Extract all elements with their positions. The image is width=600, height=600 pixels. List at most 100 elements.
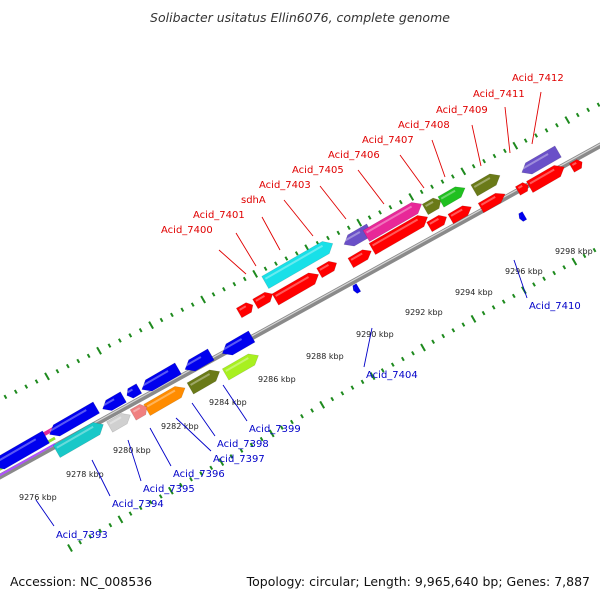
gene-reverse [184,348,215,372]
tick-mark-outer [65,363,70,369]
gene-label-leader [399,154,425,189]
gene-reverse [126,383,143,399]
gene-forward-acid7400-gloss [239,305,247,311]
gene-forward-gloss [571,161,577,166]
gene-label-leader [531,91,542,145]
accession-text: Accession: NC_008536 [10,574,153,589]
gene-label-bottom: Acid_7399 [249,424,301,435]
tick-mark-outer [263,266,268,271]
tick-mark-outer [96,346,102,355]
tick-mark-inner [229,454,234,459]
gene-label-leader [261,216,281,251]
tick-mark-inner [239,448,244,453]
gene-reverse [102,391,127,411]
gene-acid7412-violet [521,145,562,175]
kbp-label: 9288 kbp [306,352,344,361]
tick-mark-inner [461,322,466,327]
gene-label-leader [363,327,373,368]
tick-mark-outer [356,218,363,227]
tick-mark-outer [326,235,330,241]
gene-label-top: Acid_7401 [193,210,245,221]
gene-acid7406-magenta-gloss [366,205,413,234]
tick-mark-outer [3,394,8,400]
kbp-label: 9276 kbp [19,493,57,502]
tick-mark-outer [118,338,122,343]
gene-forward-acid7405-gloss [350,252,363,261]
tick-mark-inner [582,253,587,259]
tick-mark-outer [232,281,237,287]
gene-acid7410-olive-gloss [473,177,491,188]
gene-forward-acid7401 [252,291,274,310]
gene-forward-acid7407-gloss [429,217,439,225]
tick-mark-outer [274,261,278,266]
tick-mark-outer [180,307,185,312]
gene-reverse [49,401,101,437]
tick-mark-inner [189,477,193,482]
tick-mark-inner [279,425,284,430]
gene-label-leader [149,427,172,467]
tick-mark-inner [470,314,477,323]
gene-forward-acid7409 [477,192,506,214]
gene-reverse-acid7410 [518,211,528,222]
gene-acid7397-orange [143,386,186,417]
tick-mark-outer [294,251,299,256]
gene-label-leader [191,402,216,437]
tick-mark-outer [523,138,528,143]
tick-mark-outer [471,163,476,169]
tick-mark-outer [170,312,174,318]
tick-mark-inner [88,534,93,539]
tick-mark-inner [138,505,143,511]
gene-reverse-gloss [49,409,87,432]
tick-mark-outer [242,276,247,282]
gene-acid7412-violet-gloss [521,153,549,170]
gene-forward-acid7401-gloss [255,294,265,302]
gene-acid7397-orange-gloss [146,389,176,408]
gene-reverse-gloss [0,438,37,462]
tick-mark-outer [564,116,571,125]
gene-reverse-gloss [222,338,243,351]
gene-label-leader [35,499,55,527]
gene-label-leader [127,439,142,482]
gene-acid7394-cyan [52,422,104,459]
gene-forward-acid7408-gloss [450,208,463,217]
kbp-label: 9286 kbp [258,375,296,384]
gene-reverse-acid7404 [352,283,362,294]
gene-acid7395-grey [106,413,131,433]
kbp-label: 9298 kbp [555,247,593,256]
tick-mark-inner [360,379,365,385]
gene-acid7410-olive [470,173,501,197]
gene-forward-sdha-gloss [275,276,310,297]
tick-mark-outer [596,102,600,107]
gene-reverse [141,362,182,392]
gene-label-top: Acid_7406 [328,150,380,161]
gene-label-leader [319,185,347,220]
gene-label-bottom: Acid_7397 [213,454,265,465]
tick-mark-outer [451,174,455,179]
tick-mark-inner [148,499,153,505]
tick-mark-inner [481,310,486,316]
gene-label-leader [471,124,482,167]
gene-label-leader [513,259,528,299]
kbp-label: 9284 kbp [209,398,247,407]
gene-reverse-gloss [126,388,133,394]
gene-forward-acid7409-gloss [480,195,496,206]
gene-acid7401-cyan [261,241,334,290]
tick-mark-outer [367,215,372,220]
kbp-label: 9278 kbp [66,470,104,479]
tick-mark-outer [190,302,195,307]
tick-mark-outer [148,321,154,330]
tick-mark-inner [249,442,254,448]
kbp-label: 9294 kbp [455,288,493,297]
tick-mark-inner [532,282,536,287]
tick-mark-inner [441,333,446,339]
tick-mark-outer [408,193,415,201]
tick-mark-outer [159,317,164,323]
gene-label-top: Acid_7411 [473,89,525,100]
gene-label-top: Acid_7403 [259,180,311,191]
kbp-label: 9290 kbp [356,330,394,339]
tick-mark-inner [108,522,113,528]
tick-mark-inner [390,362,395,367]
tick-mark-inner [451,328,456,333]
tick-mark-outer [544,128,549,133]
